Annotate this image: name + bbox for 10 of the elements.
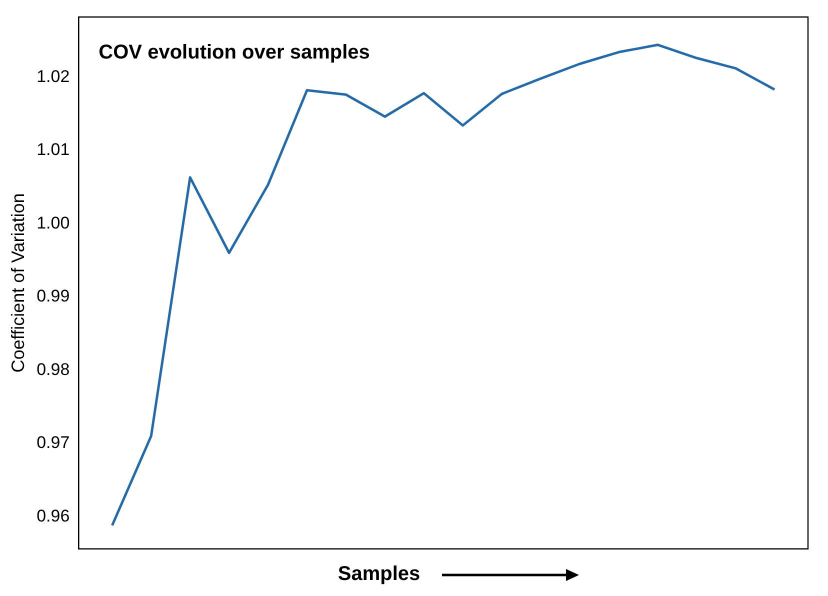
- y-axis-title: Coefficient of Variation: [8, 193, 28, 373]
- y-tick-label: 1.02: [36, 66, 70, 86]
- y-tick-label: 0.99: [36, 286, 70, 306]
- y-tick-label: 0.97: [36, 433, 70, 452]
- x-axis-title: Samples: [338, 563, 420, 586]
- y-tick-label: 1.01: [36, 140, 70, 160]
- text: COV evolution over samples: [98, 42, 370, 64]
- y-tick-label: 0.98: [36, 360, 70, 379]
- y-tick-label: 1.00: [36, 213, 70, 232]
- y-tick-label: 0.96: [36, 506, 70, 526]
